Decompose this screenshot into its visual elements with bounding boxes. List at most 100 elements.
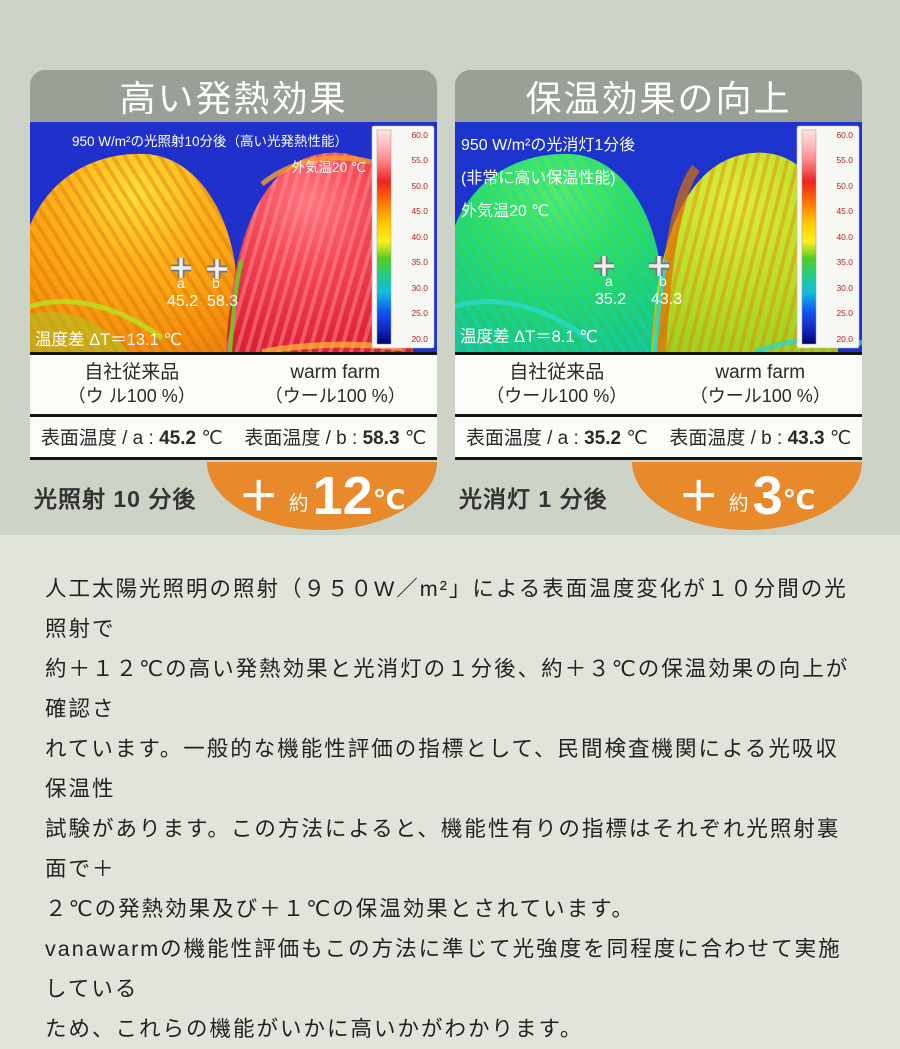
scale-tick: 55.0 <box>411 155 428 165</box>
scale-tick: 25.0 <box>836 308 853 318</box>
scale-tick: 60.0 <box>411 130 428 140</box>
product-material: （ウ ル100 %） <box>67 386 196 406</box>
surface-temp-a: 表面温度 / a : 45.2 ℃ <box>30 423 234 450</box>
comparison-table-retention: 自社従来品 （ウール100 %） warm farm （ウール100 %） 表面… <box>455 352 862 460</box>
surface-temp-unit: ℃ <box>824 428 852 449</box>
badge-value: 12 <box>312 466 373 526</box>
delta-t-label: 温度差 ΔT＝8.1 ℃ <box>460 327 598 346</box>
table-cell-conventional: 自社従来品 （ウ ル100 %） <box>30 360 234 408</box>
hat-right-yellowgreen <box>651 152 838 352</box>
badge-value: 3 <box>752 466 783 526</box>
description-line: ため、これらの機能がいかに高いかがわかります。 <box>45 1017 584 1041</box>
scale-tick: 35.0 <box>411 257 428 267</box>
surface-temp-prefix: 表面温度 / b : <box>244 428 363 449</box>
description-line: vanawarmの機能性評価もこの方法に準じて光強度を同程度に合わせて実施してい… <box>45 937 842 1001</box>
product-material: （ウール100 %） <box>264 386 406 406</box>
thermal-image-heating: 60.0 55.0 50.0 45.0 40.0 35.0 30.0 25.0 … <box>30 122 437 352</box>
crosshair-a <box>594 256 614 276</box>
heating-footer-label: 光照射 10 分後 <box>34 486 197 512</box>
point-b-value: 58.3 <box>207 293 238 310</box>
panel-heat-retention: 保温効果の向上 <box>455 70 862 534</box>
surface-temp-unit: ℃ <box>196 428 223 449</box>
table-value-row: 表面温度 / a : 45.2 ℃ 表面温度 / b : 58.3 ℃ <box>30 417 437 457</box>
thermal-heating-svg: 60.0 55.0 50.0 45.0 40.0 35.0 30.0 25.0 … <box>30 122 437 352</box>
badge-approx: 約 <box>728 492 749 515</box>
hat-left-orange <box>30 153 240 352</box>
description-line: れています。一般的な機能性評価の指標として、民間検査機関による光吸収保温性 <box>45 737 839 801</box>
thermal-caption: 950 W/m²の光照射10分後（高い光発熱性能） <box>72 133 348 149</box>
surface-temp-value: 35.2 <box>584 428 622 449</box>
retention-footer-row: 光消灯 1 分後 ＋ 約 3 ℃ <box>455 462 862 534</box>
scale-tick: 25.0 <box>411 308 428 318</box>
hat-left-green <box>455 153 665 352</box>
badge-unit: ℃ <box>372 484 406 515</box>
surface-temp-unit: ℃ <box>621 428 648 449</box>
ambient-temp-label: 外気温20 ℃ <box>461 202 549 220</box>
panel-heating-header: 高い発熱効果 <box>30 70 437 122</box>
surface-temp-prefix: 表面温度 / a : <box>40 428 160 449</box>
panel-heating-title: 高い発熱効果 <box>119 78 348 119</box>
thermal-caption-2: (非常に高い保温性能) <box>461 169 616 187</box>
crosshair-b <box>649 256 669 276</box>
scale-tick: 30.0 <box>836 283 853 293</box>
scale-tick: 45.0 <box>411 206 428 216</box>
hat-seam <box>228 260 243 352</box>
table-header-row: 自社従来品 （ウ ル100 %） warm farm （ウール100 %） <box>30 355 437 417</box>
scale-tick: 40.0 <box>836 232 853 242</box>
badge-approx: 約 <box>288 492 309 515</box>
hat-right-red <box>226 152 413 352</box>
scale-tick: 30.0 <box>411 283 428 293</box>
ambient-temp-label: 外気温20 ℃ <box>292 160 366 175</box>
description-line: ２℃の発熱効果及び＋１℃の保温効果とされています。 <box>45 897 635 921</box>
comparison-section: 高い発熱効果 <box>0 0 900 535</box>
point-b-value: 43.3 <box>651 291 682 308</box>
surface-temp-b: 表面温度 / b : 58.3 ℃ <box>234 423 438 450</box>
surface-temp-prefix: 表面温度 / b : <box>669 428 788 449</box>
panel-retention-header: 保温効果の向上 <box>455 70 862 122</box>
product-material: （ウール100 %） <box>689 386 831 406</box>
scale-tick: 50.0 <box>836 181 853 191</box>
scale-tick: 35.0 <box>836 257 853 267</box>
thermal-image-retention: 60.0 55.0 50.0 45.0 40.0 35.0 30.0 25.0 … <box>455 122 862 352</box>
surface-temp-value: 43.3 <box>787 428 825 449</box>
retention-footer-label: 光消灯 1 分後 <box>459 486 608 512</box>
thermal-caption-1: 950 W/m²の光消灯1分後 <box>461 136 635 154</box>
retention-gain-badge: ＋ 約 3 ℃ <box>632 462 862 530</box>
product-name: 自社従来品 <box>84 362 180 383</box>
scale-tick: 20.0 <box>836 334 853 344</box>
crosshair-b <box>207 259 227 279</box>
point-a-label: a <box>177 275 185 291</box>
table-value-row: 表面温度 / a : 35.2 ℃ 表面温度 / b : 43.3 ℃ <box>455 417 862 457</box>
temperature-scale-bar: 60.0 55.0 50.0 45.0 40.0 35.0 30.0 25.0 … <box>796 125 860 349</box>
thermal-retention-svg: 60.0 55.0 50.0 45.0 40.0 35.0 30.0 25.0 … <box>455 122 862 352</box>
product-name: warm farm <box>290 362 381 383</box>
surface-temp-value: 45.2 <box>159 428 197 449</box>
surface-temp-prefix: 表面温度 / a : <box>465 428 585 449</box>
crosshair-a <box>171 258 191 278</box>
comparison-table-heating: 自社従来品 （ウ ル100 %） warm farm （ウール100 %） 表面… <box>30 352 437 460</box>
scale-tick: 60.0 <box>836 130 853 140</box>
table-cell-warmfarm: warm farm （ウール100 %） <box>234 360 438 408</box>
description-section: 人工太陽光照明の照射（９５０W／m²」による表面温度変化が１０分間の光照射で 約… <box>0 535 900 1041</box>
surface-temp-unit: ℃ <box>399 428 427 449</box>
table-header-row: 自社従来品 （ウール100 %） warm farm （ウール100 %） <box>455 355 862 417</box>
product-name: warm farm <box>715 362 806 383</box>
description-line: 約＋１２℃の高い発熱効果と光消灯の１分後、約＋３℃の保温効果の向上が確認さ <box>45 657 850 721</box>
description-line: 人工太陽光照明の照射（９５０W／m²」による表面温度変化が１０分間の光照射で <box>45 577 848 641</box>
point-b-label: b <box>212 275 220 291</box>
panel-heating-effect: 高い発熱効果 <box>30 70 437 534</box>
description-line: 試験があります。この方法によると、機能性有りの指標はそれぞれ光照射裏面で＋ <box>45 817 841 881</box>
heating-footer-row: 光照射 10 分後 ＋ 約 12 ℃ <box>30 462 437 534</box>
scale-tick: 55.0 <box>836 155 853 165</box>
scale-tick: 20.0 <box>411 334 428 344</box>
point-a-value: 45.2 <box>167 293 198 310</box>
product-name: 自社従来品 <box>509 362 605 383</box>
point-a-value: 35.2 <box>595 291 626 308</box>
point-a-label: a <box>605 273 613 289</box>
scale-tick: 45.0 <box>836 206 853 216</box>
surface-temp-value: 58.3 <box>362 428 400 449</box>
panel-retention-title: 保温効果の向上 <box>525 78 792 119</box>
surface-temp-b: 表面温度 / b : 43.3 ℃ <box>659 423 863 450</box>
temperature-scale-bar: 60.0 55.0 50.0 45.0 40.0 35.0 30.0 25.0 … <box>371 125 435 349</box>
panels-row: 高い発熱効果 <box>0 70 900 534</box>
